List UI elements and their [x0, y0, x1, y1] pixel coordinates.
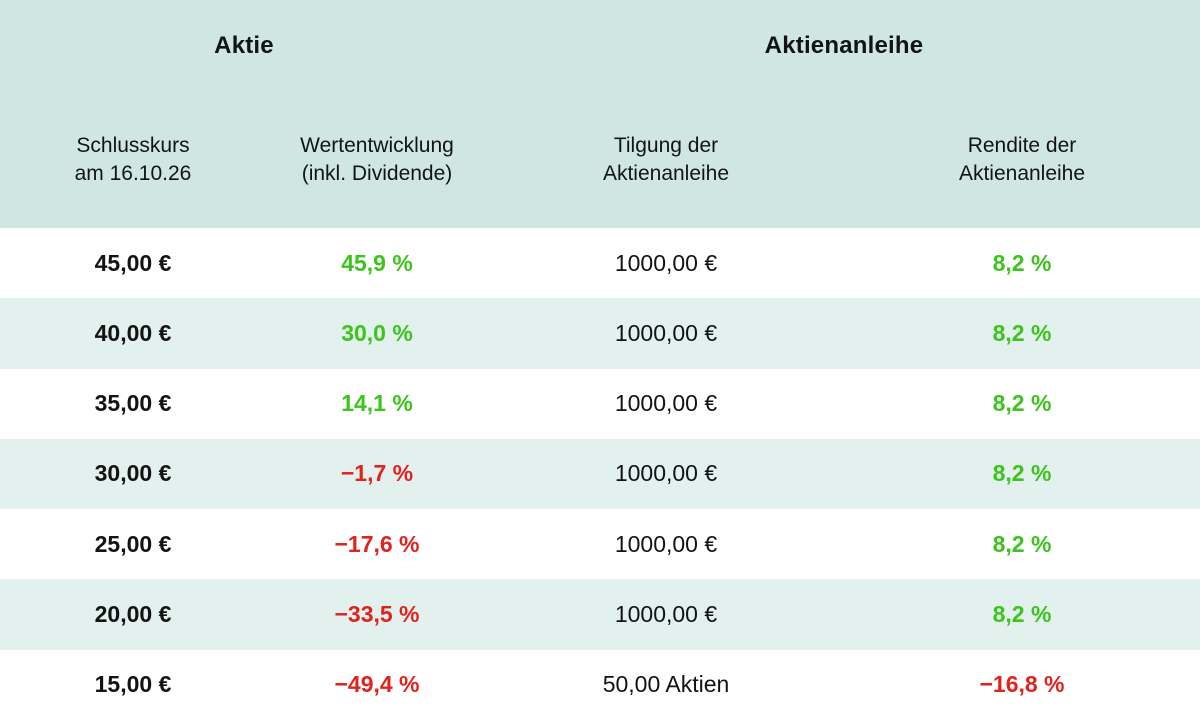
- table-body: 45,00 € 45,9 % 1000,00 € 8,2 % 40,00 € 30,0 %…: [0, 228, 1200, 720]
- performance-cell: 45,9 %: [341, 249, 413, 276]
- table-row: 45,00 € 45,9 % 1000,00 € 8,2 %: [0, 228, 1200, 299]
- price-cell: 35,00 €: [94, 390, 172, 417]
- performance-cell: −1,7 %: [340, 460, 414, 487]
- column-header-tilgung: Tilgung der Aktienanleihe: [602, 134, 730, 185]
- column-header-wertentwicklung: Wertentwicklung (inkl. Dividende): [300, 134, 454, 185]
- price-cell: 45,00 €: [94, 249, 172, 276]
- redemption-cell: 1000,00 €: [614, 530, 718, 557]
- performance-cell: 30,0 %: [341, 319, 413, 346]
- group-header-row: Aktie Aktienanleihe: [0, 0, 1200, 92]
- performance-cell: 14,1 %: [341, 390, 413, 417]
- price-cell: 30,00 €: [94, 460, 172, 487]
- column-header-schlusskurs: Schlusskurs am 16.10.26: [74, 134, 192, 185]
- price-cell: 40,00 €: [94, 319, 172, 346]
- column-header-rendite: Rendite der Aktienanleihe: [958, 134, 1086, 185]
- table-row: 30,00 € −1,7 % 1000,00 € 8,2 %: [0, 438, 1200, 510]
- yield-cell: −16,8 %: [979, 671, 1065, 698]
- redemption-cell: 1000,00 €: [614, 319, 718, 346]
- yield-cell: 8,2 %: [992, 601, 1052, 628]
- price-cell: 15,00 €: [94, 671, 172, 698]
- table-row: 20,00 € −33,5 % 1000,00 € 8,2 %: [0, 579, 1200, 650]
- table-row: 40,00 € 30,0 % 1000,00 € 8,2 %: [0, 298, 1200, 369]
- yield-cell: 8,2 %: [992, 249, 1052, 276]
- redemption-cell: 50,00 Aktien: [602, 671, 730, 698]
- redemption-cell: 1000,00 €: [614, 249, 718, 276]
- group-header-aktie: Aktie: [214, 32, 274, 59]
- yield-cell: 8,2 %: [992, 530, 1052, 557]
- price-cell: 25,00 €: [94, 530, 172, 557]
- redemption-cell: 1000,00 €: [614, 390, 718, 417]
- table-row: 25,00 € −17,6 % 1000,00 € 8,2 %: [0, 509, 1200, 580]
- table-row: 15,00 € −49,4 % 50,00 Aktien −16,8 %: [0, 649, 1200, 720]
- redemption-cell: 1000,00 €: [614, 601, 718, 628]
- yield-cell: 8,2 %: [992, 390, 1052, 417]
- performance-cell: −33,5 %: [334, 601, 420, 628]
- performance-cell: −17,6 %: [334, 530, 420, 557]
- performance-cell: −49,4 %: [334, 671, 420, 698]
- redemption-cell: 1000,00 €: [614, 460, 718, 487]
- table-header: Aktie Aktienanleihe Schlusskurs am 16.10…: [0, 0, 1200, 228]
- yield-cell: 8,2 %: [992, 460, 1052, 487]
- table-row: 35,00 € 14,1 % 1000,00 € 8,2 %: [0, 368, 1200, 439]
- price-cell: 20,00 €: [94, 601, 172, 628]
- group-header-aktienanleihe: Aktienanleihe: [764, 32, 924, 59]
- yield-cell: 8,2 %: [992, 319, 1052, 346]
- column-header-row: Schlusskurs am 16.10.26 Wertentwicklung …: [0, 92, 1200, 228]
